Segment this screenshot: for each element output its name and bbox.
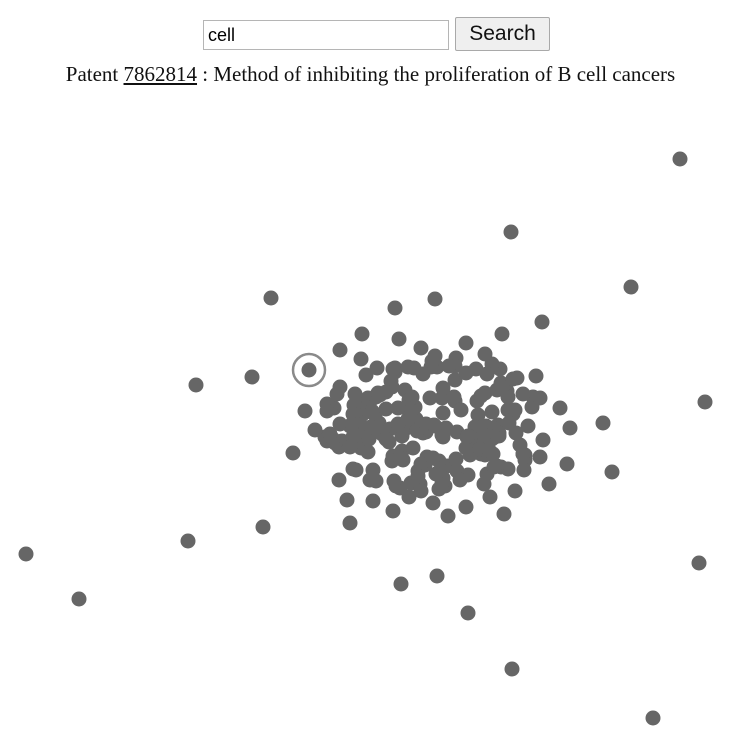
graph-node[interactable] [72,592,87,607]
graph-node[interactable] [428,419,443,434]
selected-graph-node[interactable] [302,363,317,378]
graph-node[interactable] [359,368,374,383]
graph-node[interactable] [349,463,364,478]
graph-node[interactable] [361,445,376,460]
graph-node[interactable] [286,446,301,461]
graph-node[interactable] [563,421,578,436]
graph-node[interactable] [426,496,441,511]
graph-node[interactable] [189,378,204,393]
graph-node[interactable] [387,474,402,489]
graph-node[interactable] [245,370,260,385]
graph-node[interactable] [474,389,489,404]
graph-node[interactable] [392,332,407,347]
graph-node[interactable] [181,534,196,549]
graph-node[interactable] [502,416,517,431]
graph-node[interactable] [404,404,419,419]
graph-node[interactable] [355,327,370,342]
graph-node[interactable] [505,662,520,677]
graph-node[interactable] [411,469,426,484]
graph-node[interactable] [495,380,510,395]
graph-node[interactable] [308,423,323,438]
graph-node[interactable] [533,391,548,406]
graph-node[interactable] [348,428,363,443]
graph-node[interactable] [441,509,456,524]
graph-node[interactable] [394,577,409,592]
graph-node[interactable] [388,301,403,316]
graph-node[interactable] [461,606,476,621]
graph-node[interactable] [371,386,386,401]
graph-node[interactable] [323,427,338,442]
graph-node[interactable] [436,381,451,396]
graph-node[interactable] [366,494,381,509]
graph-node[interactable] [513,438,528,453]
graph-node[interactable] [542,477,557,492]
graph-node[interactable] [535,315,550,330]
graph-node[interactable] [516,387,531,402]
graph-node[interactable] [533,450,548,465]
graph-node[interactable] [495,327,510,342]
graph-node[interactable] [486,447,501,462]
graph-node[interactable] [406,441,421,456]
graph-node[interactable] [428,349,443,364]
graph-node[interactable] [553,401,568,416]
graph-node[interactable] [517,463,532,478]
graph-node[interactable] [340,493,355,508]
graph-node[interactable] [298,404,313,419]
graph-node[interactable] [402,490,417,505]
graph-node[interactable] [442,359,457,374]
graph-node[interactable] [461,429,476,444]
graph-node[interactable] [508,484,523,499]
graph-node[interactable] [485,405,500,420]
graph-node[interactable] [529,369,544,384]
graph-node[interactable] [673,152,688,167]
graph-node[interactable] [386,504,401,519]
graph-node[interactable] [19,547,34,562]
graph-node[interactable] [536,433,551,448]
graph-node[interactable] [510,371,525,386]
graph-node[interactable] [414,341,429,356]
graph-node[interactable] [343,516,358,531]
graph-node[interactable] [256,520,271,535]
graph-node[interactable] [459,500,474,515]
graph-node[interactable] [354,352,369,367]
graph-node[interactable] [366,463,381,478]
graph-node[interactable] [459,366,474,381]
graph-node[interactable] [508,403,523,418]
graph-node[interactable] [330,387,345,402]
graph-node[interactable] [596,416,611,431]
graph-node[interactable] [692,556,707,571]
graph-node[interactable] [698,395,713,410]
graph-node[interactable] [386,362,401,377]
graph-node[interactable] [429,467,444,482]
graph-node[interactable] [426,451,441,466]
graph-node[interactable] [497,507,512,522]
graph-node[interactable] [480,367,495,382]
graph-node[interactable] [379,432,394,447]
graph-node[interactable] [454,403,469,418]
graph-node[interactable] [436,406,451,421]
graph-node[interactable] [504,225,519,240]
graph-node[interactable] [560,457,575,472]
graph-node[interactable] [624,280,639,295]
graph-node[interactable] [264,291,279,306]
graph-node[interactable] [478,347,493,362]
graph-node[interactable] [483,490,498,505]
graph-node[interactable] [320,404,335,419]
graph-node[interactable] [391,417,406,432]
graph-node[interactable] [348,387,363,402]
graph-node[interactable] [605,465,620,480]
graph-node[interactable] [646,711,661,726]
graph-node[interactable] [393,451,408,466]
graph-node[interactable] [453,473,468,488]
graph-node[interactable] [333,343,348,358]
graph-node[interactable] [459,336,474,351]
graph-node[interactable] [332,473,347,488]
graph-node[interactable] [430,569,445,584]
graph-node[interactable] [391,401,406,416]
graph-node[interactable] [428,292,443,307]
graph-node[interactable] [416,367,431,382]
